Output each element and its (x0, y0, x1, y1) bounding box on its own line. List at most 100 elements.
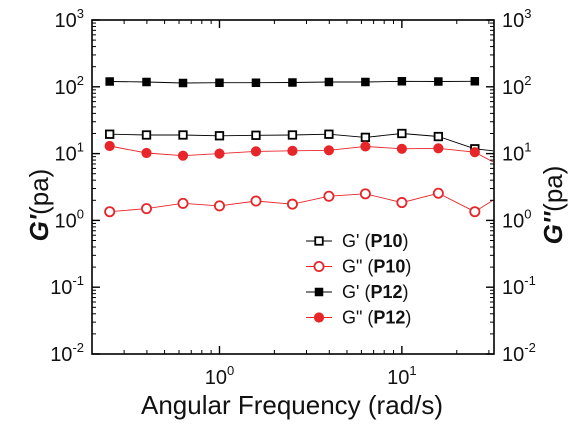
y-tick-label-right-exp: 0 (524, 206, 531, 221)
y-tick-label-left: 10-2 (50, 340, 84, 366)
data-point (287, 130, 298, 140)
legend-label-main: G" ( (342, 257, 373, 277)
data-point (104, 140, 115, 152)
legend-label-bold: P10 (370, 231, 402, 251)
data-point (214, 148, 225, 159)
y-tick-label-left-base: 10 (55, 77, 77, 99)
y-tick-label-left-exp: 2 (77, 73, 84, 88)
legend-marker (314, 287, 324, 297)
y-tick-label-left-base: 10 (55, 144, 77, 166)
legend-marker (313, 312, 325, 323)
legend: G' (P10)G" (P10)G' (P12)G" (P12) (306, 231, 411, 328)
y-tick-label-left: 100 (55, 206, 84, 232)
data-point (250, 146, 262, 157)
data-point (470, 77, 480, 86)
data-point (141, 147, 152, 159)
data-point (105, 129, 115, 139)
series-line (109, 192, 494, 213)
y-tick-label-left-exp: -2 (72, 340, 84, 355)
y-tick-label-left-exp: -1 (72, 273, 84, 288)
data-point (214, 131, 225, 141)
data-point (324, 77, 334, 87)
y-tick-label-right-exp: -2 (524, 340, 536, 355)
y-tick-label-right: 100 (502, 206, 531, 232)
data-point (469, 206, 481, 218)
data-point (141, 203, 153, 215)
data-point (178, 78, 188, 88)
y-tick-label-left: 10-1 (50, 273, 84, 299)
y-tick-label-left: 103 (55, 6, 84, 32)
y-tick-label-left-base: 10 (55, 10, 77, 32)
data-point (287, 145, 298, 156)
data-point (213, 200, 225, 212)
data-point (396, 143, 407, 154)
y-axis-title-left-unit: (pa) (24, 169, 54, 215)
plot-frame (91, 19, 495, 355)
legend-marker (313, 260, 325, 272)
y-tick-label-right: 10-2 (502, 340, 536, 366)
y-axis-title-right-symbol: G'' (538, 211, 568, 244)
data-point (251, 130, 261, 140)
data-point (286, 198, 298, 210)
y-tick-label-right-base: 10 (502, 210, 524, 232)
y-axis-title-right: G''(pa) (538, 166, 568, 245)
y-tick-label-right-exp: 3 (524, 6, 531, 21)
data-point (324, 129, 334, 139)
x-tick-label: 100 (205, 363, 234, 389)
y-tick-label-right-base: 10 (502, 144, 524, 166)
y-tick-label-left-base: 10 (50, 277, 72, 299)
data-point (177, 197, 189, 209)
data-point (396, 197, 408, 209)
y-tick-label-right: 101 (502, 140, 531, 166)
y-tick-label-right-exp: -1 (524, 273, 536, 288)
series-1 (105, 128, 494, 154)
y-tick-label-right-exp: 1 (524, 140, 531, 155)
y-tick-label-right-base: 10 (502, 10, 524, 32)
data-point (432, 187, 444, 199)
data-point (104, 206, 116, 218)
data-point (215, 78, 224, 87)
legend-label-main: G' ( (342, 231, 370, 251)
legend-entry-2: G" (P10) (306, 257, 411, 277)
legend-entry-3: G' (P12) (306, 282, 408, 302)
legend-entry-4: G" (P12) (306, 308, 411, 328)
data-point (177, 150, 189, 161)
y-tick-label-right: 102 (502, 73, 531, 99)
legend-label-close: ) (405, 308, 411, 328)
y-axis-title-right-unit: (pa) (538, 166, 568, 212)
legend-label: G' (P12) (342, 282, 408, 302)
data-point (359, 188, 371, 200)
legend-label-close: ) (402, 282, 408, 302)
y-axis-title-left-symbol: G' (24, 214, 54, 241)
y-tick-label-left: 101 (55, 140, 84, 166)
legend-label-close: ) (405, 257, 411, 277)
data-point (360, 132, 371, 143)
y-tick-label-left-exp: 1 (77, 140, 84, 155)
series-3 (105, 77, 480, 88)
series-4 (104, 140, 494, 163)
legend-label-bold: P10 (373, 257, 405, 277)
y-tick-label-right-exp: 2 (524, 73, 531, 88)
y-tick-label-left-exp: 3 (77, 6, 84, 21)
data-point (141, 130, 152, 140)
y-tick-label-left-base: 10 (50, 344, 72, 366)
legend-label: G" (P12) (342, 308, 411, 328)
data-point (178, 130, 188, 140)
x-tick-label-exp: 0 (227, 363, 234, 378)
y-tick-label-left: 102 (55, 73, 84, 99)
y-tick-label-right-base: 10 (502, 344, 524, 366)
legend-label: G" (P10) (342, 257, 411, 277)
legend-label: G' (P10) (342, 231, 408, 251)
y-tick-label-right-base: 10 (502, 277, 524, 299)
legend-label-main: G" ( (342, 308, 373, 328)
data-point (142, 77, 151, 87)
y-tick-label-left-base: 10 (55, 210, 77, 232)
data-point (361, 77, 370, 87)
data-point (323, 190, 335, 202)
series-line (109, 133, 494, 152)
data-point (251, 78, 261, 87)
x-tick-label-base: 10 (205, 367, 227, 389)
data-point (397, 77, 407, 86)
plot-area (104, 77, 494, 218)
